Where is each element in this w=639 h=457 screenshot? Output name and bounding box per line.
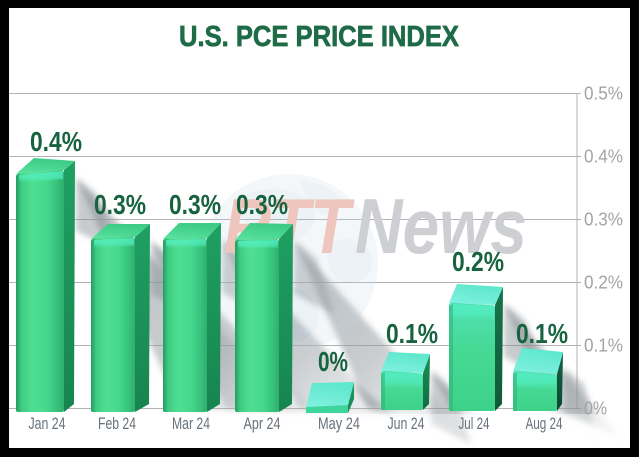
svg-text:0%: 0% [584,399,607,419]
svg-text:0.1%: 0.1% [386,318,438,349]
svg-text:U.S. PCE PRICE INDEX: U.S. PCE PRICE INDEX [179,21,460,53]
svg-text:0.3%: 0.3% [236,189,288,220]
svg-text:0.4%: 0.4% [30,126,82,157]
svg-text:0.4%: 0.4% [584,147,623,167]
svg-text:0%: 0% [318,346,348,377]
svg-text:Jul 24: Jul 24 [459,414,490,433]
svg-text:0.2%: 0.2% [452,246,504,277]
svg-text:Mar 24: Mar 24 [172,414,210,433]
svg-text:0.1%: 0.1% [584,336,623,356]
svg-text:News: News [355,182,527,270]
svg-text:May 24: May 24 [318,414,360,433]
svg-text:0.3%: 0.3% [94,189,146,220]
svg-text:0.3%: 0.3% [169,189,221,220]
svg-text:Jun 24: Jun 24 [388,414,425,433]
svg-text:Jan 24: Jan 24 [29,414,66,433]
svg-text:Feb 24: Feb 24 [98,414,136,433]
svg-text:0.2%: 0.2% [584,273,623,293]
svg-text:0.3%: 0.3% [584,210,623,230]
svg-text:0.1%: 0.1% [516,318,568,349]
svg-text:Aug 24: Aug 24 [526,414,563,433]
svg-text:0.5%: 0.5% [584,84,623,104]
svg-text:Apr 24: Apr 24 [244,414,281,433]
